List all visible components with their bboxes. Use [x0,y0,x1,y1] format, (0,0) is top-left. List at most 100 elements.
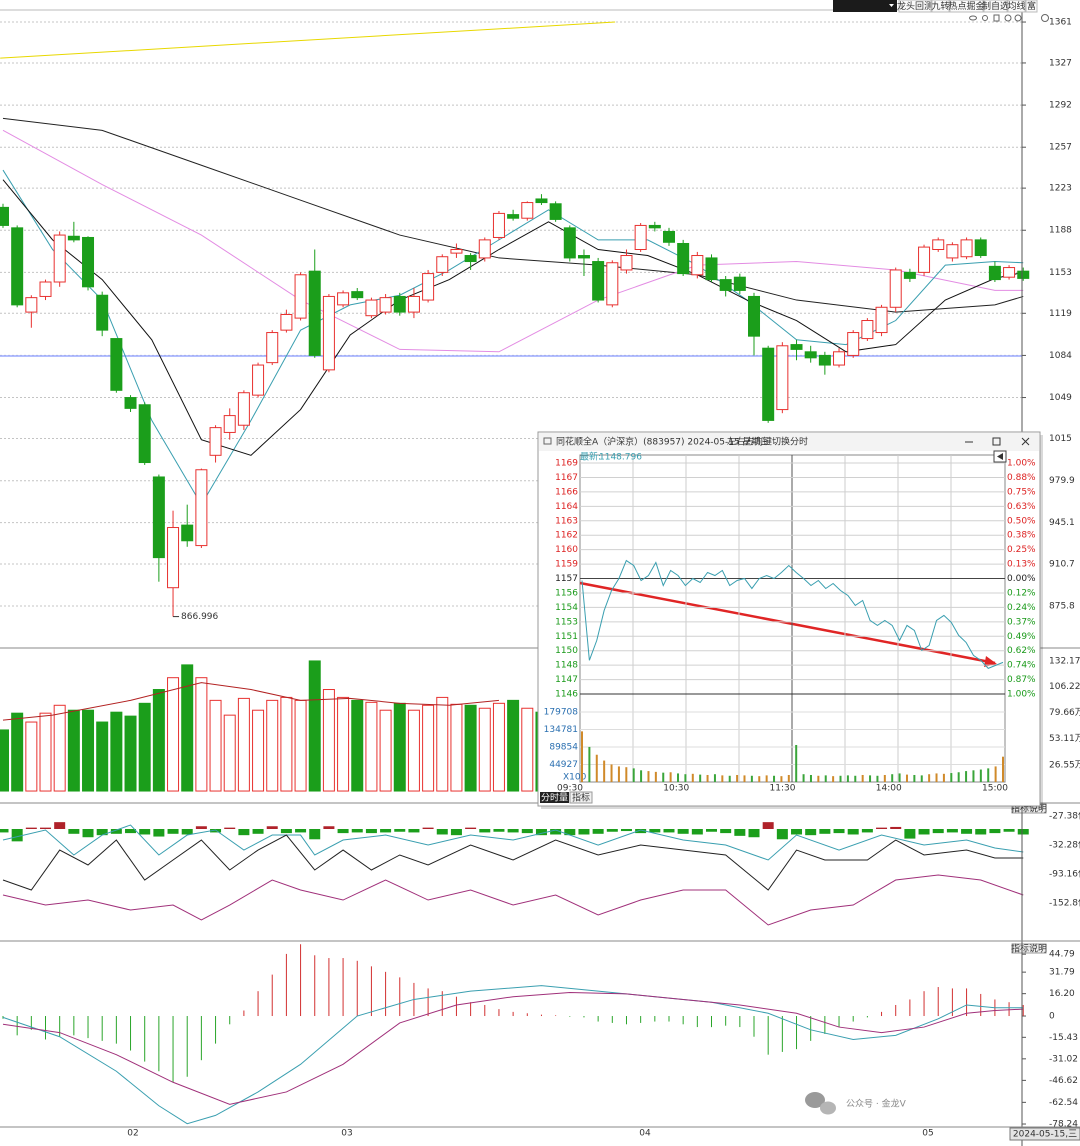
indicator-button-label: 指标说明 [1011,942,1047,954]
flow-bar [620,829,632,832]
icon[interactable] [969,15,977,21]
candle-body [138,404,151,464]
flow-bar [918,829,930,835]
intraday-volume [861,774,864,782]
candle-body [450,249,463,254]
popup-hint: 左右方向键切换分时 [727,436,808,448]
flow-bar [153,829,165,837]
icon[interactable] [993,14,1000,22]
pct-label: 0.50% [1007,516,1036,526]
candle-body [549,203,562,220]
candle-body [266,332,279,364]
pct-label: 0.63% [1007,502,1036,512]
icon[interactable] [1014,14,1022,22]
y-tick-label: 1049 [1049,393,1072,403]
intraday-volume [891,774,894,782]
flow-bar [578,829,590,835]
intraday-volume [869,775,872,782]
candle-body [492,212,505,238]
y-tick-label: 0 [1049,1012,1055,1022]
y-tick-label: -31.02 [1049,1054,1078,1064]
intraday-volume [780,776,783,782]
candle-body [422,273,435,301]
candle-body [280,313,293,331]
intraday-volume [994,766,997,782]
intraday-volume [588,746,591,782]
intraday-volume [987,768,990,782]
intraday-volume [1002,756,1004,782]
tab-active[interactable] [540,792,569,803]
candle-body [861,320,874,340]
date-label: 02 [127,1129,138,1139]
flow-bar [677,829,689,834]
toolbar-button[interactable] [898,0,932,13]
candle-body [776,345,789,411]
candle-body [53,234,66,283]
candle-body [833,351,846,366]
flow-bar [649,829,661,833]
intraday-volume [743,775,746,782]
icon[interactable] [982,15,988,21]
icon[interactable] [1004,14,1012,22]
intraday-volume [832,776,835,782]
tab[interactable] [569,791,593,804]
flow-bar [876,827,888,829]
candle-body [365,299,378,317]
flow-bar [224,827,236,829]
tab-label: 指标 [572,792,590,804]
indicator-button[interactable] [1011,943,1047,954]
toolbar-button[interactable] [1025,0,1038,13]
candle-body [393,295,406,313]
flow-bar [720,829,732,834]
volume-bar [39,712,52,792]
volume-bar [195,677,208,792]
volume-bar [82,709,95,792]
flow-bar [436,829,448,835]
intraday-volume [721,775,724,782]
flow-bar [606,829,618,832]
intraday-volume [684,774,687,782]
toolbar-button[interactable] [983,0,1008,13]
volume-bar [67,709,80,792]
pct-label: 0.25% [1007,545,1036,555]
candle-body [804,351,817,359]
y-tick-label: 1015 [1049,434,1072,444]
close-button[interactable] [1021,437,1030,446]
price-label: 1154 [555,603,578,613]
icon[interactable] [1041,14,1049,22]
intraday-volume [706,774,709,782]
flow-bar [309,829,321,840]
maximize-button[interactable] [992,437,1001,446]
flow-bar [252,829,264,834]
flow-bar [932,829,944,834]
y-tick-label: 26.55万 [1049,760,1080,770]
latest-label: 最新: [580,451,601,463]
price-label: 1147 [555,675,578,685]
y-tick-label: -46.62 [1049,1076,1078,1086]
intraday-volume [669,772,672,782]
y-tick-label: 1084 [1049,351,1072,361]
toolbar-button[interactable] [931,0,950,13]
candle-body [563,227,576,259]
intraday-volume [713,774,716,782]
candle-body [762,347,775,421]
candle-body [974,239,987,257]
dropdown[interactable] [833,0,897,12]
candle-body [195,469,208,547]
intraday-volume [935,773,938,782]
toolbar-label: 九转 [931,0,949,12]
toolbar-button[interactable] [1007,0,1026,13]
flow-bar [40,827,52,829]
moving-average [2,179,1024,456]
flow-bar [465,827,477,829]
flow-bar [975,829,987,835]
volume-bar [322,689,335,792]
volume-label: 179708 [544,708,579,718]
candle-body [748,295,761,337]
candle-body [1003,267,1016,278]
intraday-volume [736,774,739,782]
volume-unit: X100 [563,773,587,783]
toolbar-button[interactable] [949,0,984,13]
flow-bar [167,829,179,834]
